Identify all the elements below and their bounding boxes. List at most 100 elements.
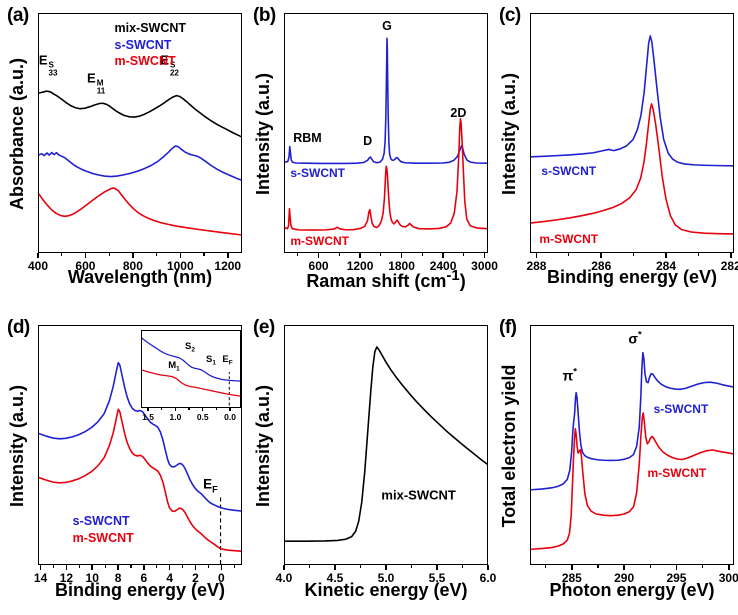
x-axis-tick-label: 5.0: [377, 571, 395, 585]
x-axis-title-c: Binding energy (eV): [546, 267, 717, 287]
x-axis-major-tick: [229, 408, 231, 411]
plot-annotation-label: EF: [222, 354, 233, 367]
plot-area-b: [284, 13, 488, 253]
spectrum-curve-s-SWCNT: [531, 35, 733, 167]
x-axis-tick-label: 10: [85, 571, 99, 585]
x-axis-minor-tick: [297, 253, 299, 256]
x-axis-minor-tick: [203, 253, 205, 256]
plot-annotation-s-swcnt: s-SWCNT: [541, 164, 597, 179]
spectrum-curve-s-SWCNT: [39, 361, 241, 512]
curves-canvas: [142, 337, 240, 406]
x-axis-major-tick: [132, 253, 134, 258]
x-axis-major-tick: [571, 565, 573, 570]
x-axis-tick-label: 2: [192, 571, 199, 585]
x-axis-tick-label: 288: [526, 259, 547, 273]
x-axis-minor-tick: [410, 565, 413, 568]
x-axis-major-tick: [179, 253, 182, 258]
y-axis-title-f: Total electron yield: [499, 364, 519, 528]
plot-annotation-label: E S 22: [160, 52, 179, 79]
x-axis-tick-label: 14: [33, 571, 48, 585]
x-axis-major-tick: [168, 565, 171, 570]
x-axis-major-tick: [487, 565, 489, 570]
x-axis-tick-label: 284: [655, 259, 677, 273]
x-axis-major-tick: [283, 565, 285, 570]
plot-annotation-s-swcnt: s-SWCNT: [653, 402, 709, 416]
x-axis-major-tick: [37, 253, 39, 258]
x-axis-minor-tick: [130, 565, 132, 568]
x-axis-major-tick: [442, 253, 444, 258]
plot-annotation-m-swcnt: m-SWCNT: [114, 53, 176, 68]
x-axis-major-tick: [317, 253, 320, 258]
x-axis-minor-tick: [161, 408, 163, 410]
plot-annotation-label: EF: [203, 476, 218, 495]
x-axis-tick-label: 4.0: [275, 571, 293, 585]
plot-annotation-label: E S 33: [38, 52, 58, 79]
panel-letter-a: (a): [7, 5, 29, 26]
spectrum-curve-s-SWCNT: [39, 145, 241, 181]
x-axis-tick-label: 0: [217, 571, 225, 585]
x-axis-tick-label: 0.0: [224, 412, 236, 422]
x-axis-major-tick: [436, 565, 438, 570]
x-axis-minor-tick: [568, 253, 570, 256]
panel-letter-d: (d): [7, 317, 30, 338]
plot-annotation-m-swcnt: m-SWCNT: [539, 231, 599, 246]
curves-canvas: [285, 37, 487, 231]
x-axis-major-tick: [227, 253, 229, 258]
x-axis-minor-tick: [633, 253, 635, 256]
inset-near-fermi-plot: [141, 330, 241, 408]
stacked-supsub: S 33: [48, 61, 58, 79]
x-axis-tick-label: 1800: [388, 259, 415, 273]
spectrum-curve-mix-SWCNT: [39, 90, 241, 138]
x-axis-minor-tick: [380, 253, 382, 256]
x-axis-title-a: Wavelength (nm): [67, 267, 213, 287]
x-axis-minor-tick: [463, 253, 465, 256]
x-axis-minor-tick: [52, 565, 55, 568]
x-axis-tick-label: 4: [166, 571, 174, 585]
x-axis-major-tick: [143, 565, 145, 570]
x-axis-minor-tick: [188, 408, 190, 410]
y-axis-title-a: Absorbance (a.u.): [7, 57, 27, 211]
x-axis-major-tick: [220, 565, 223, 570]
x-axis-major-tick: [665, 253, 667, 258]
x-axis-minor-tick: [545, 565, 547, 568]
x-axis-tick-label: 3000: [471, 259, 498, 273]
panel-letter-c: (c): [499, 5, 521, 26]
x-axis-title-d: Binding energy (eV): [54, 580, 225, 600]
x-axis-major-tick: [84, 253, 87, 258]
plot-annotation-label: S1: [206, 354, 216, 367]
spectrum-curve-m-SWCNT: [531, 412, 733, 551]
x-axis-major-tick: [117, 565, 119, 570]
curves-canvas: [39, 90, 241, 236]
curves-canvas: [285, 346, 487, 542]
plot-area-e: [284, 325, 488, 565]
x-axis-major-tick: [334, 565, 336, 570]
stacked-supsub: M 11: [96, 79, 106, 97]
plot-annotation-m-swcnt: m-SWCNT: [290, 234, 350, 249]
x-axis-major-tick: [174, 408, 177, 411]
curves-canvas: [531, 35, 733, 235]
curves-canvas: [531, 351, 733, 551]
x-axis-major-tick: [623, 565, 625, 570]
x-axis-tick-label: 600: [308, 259, 329, 273]
panel-letter-f: (f): [499, 317, 517, 338]
spectrum-curve-m-SWCNT: [142, 369, 240, 397]
x-axis-tick-label: 282: [720, 259, 738, 273]
plot-annotation-label: E M 11: [87, 70, 106, 97]
spectrum-curve-m-SWCNT: [39, 187, 241, 236]
x-axis-minor-tick: [104, 565, 106, 568]
spectrum-curve-s-SWCNT: [285, 37, 487, 165]
x-axis-minor-tick: [78, 565, 80, 568]
x-axis-tick-label: 6.0: [479, 571, 497, 585]
y-axis-title-d: Intensity (a.u.): [7, 385, 27, 508]
y-axis-title-b: Intensity (a.u.): [253, 73, 273, 196]
panel-c-xps-c1s: (c) Intensity (a.u.) Binding energy (eV)…: [492, 0, 738, 305]
x-axis-major-tick: [535, 253, 538, 258]
panel-e-secondary-cutoff: (e) Intensity (a.u.) Kinetic energy (eV)…: [246, 305, 496, 615]
plot-annotation-2d: 2D: [450, 105, 467, 120]
x-axis-tick-label: 285: [561, 571, 582, 585]
stacked-supsub: S 22: [169, 61, 179, 79]
y-axis-title-e: Intensity (a.u.): [253, 385, 273, 508]
x-axis-major-tick: [91, 565, 93, 570]
x-axis-tick-label: 8: [114, 571, 122, 585]
spectrum-curve-m-SWCNT: [531, 103, 733, 235]
